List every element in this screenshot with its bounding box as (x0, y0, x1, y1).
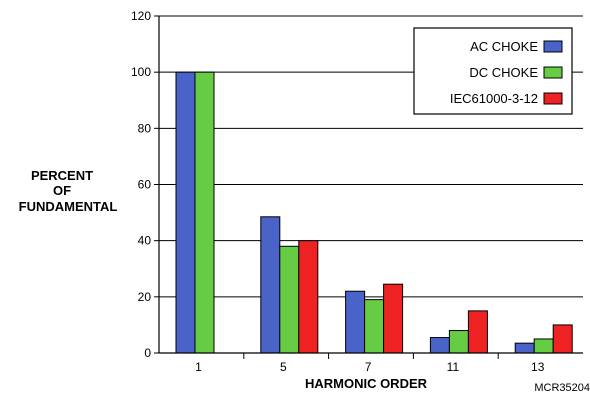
y-tick-label-0: 0 (144, 346, 151, 360)
y-axis-title: PERCENT OF FUNDAMENTAL (19, 168, 118, 214)
y-axis-title-line-1: PERCENT (31, 168, 93, 183)
bar-ac-choke-13 (514, 342, 535, 354)
bar-iec61000-3-12-7 (383, 283, 404, 354)
x-tick-label-5: 5 (280, 360, 287, 374)
x-tick-label-13: 13 (531, 360, 545, 374)
x-tick-label-7: 7 (365, 360, 372, 374)
y-tick-label-80: 80 (138, 121, 152, 135)
bar-ac-choke-1 (175, 71, 196, 354)
gridlines (159, 15, 583, 298)
axes (154, 15, 583, 359)
legend-swatch-ac-choke (543, 40, 563, 53)
legend-label-dc-choke: DC CHOKE (469, 65, 538, 80)
bar-ac-choke-11 (429, 337, 450, 354)
bar-ac-choke-7 (345, 290, 366, 354)
bar-iec61000-3-12-11 (467, 310, 488, 354)
bar-dc-choke-5 (279, 245, 300, 354)
y-tick-label-40: 40 (138, 234, 152, 248)
y-axis-title-line-2: OF (53, 183, 71, 198)
legend: AC CHOKE DC CHOKE IEC61000-3-12 (413, 27, 573, 115)
bar-iec61000-3-12-13 (552, 324, 573, 354)
y-axis-title-line-3: FUNDAMENTAL (19, 199, 118, 214)
bar-ac-choke-5 (260, 216, 281, 354)
y-tick-label-100: 100 (131, 65, 151, 79)
bar-dc-choke-13 (533, 338, 554, 354)
bar-iec61000-3-12-5 (298, 240, 319, 354)
bar-dc-choke-11 (448, 330, 469, 354)
x-axis-title: HARMONIC ORDER (305, 376, 428, 391)
y-tick-label-20: 20 (138, 290, 152, 304)
y-tick-label-60: 60 (138, 178, 152, 192)
y-tick-labels: 0 20 40 60 80 100 120 (131, 9, 151, 360)
x-tick-label-1: 1 (195, 360, 202, 374)
x-tick-label-11: 11 (447, 360, 460, 374)
legend-label-ac-choke: AC CHOKE (470, 39, 538, 54)
y-tick-label-120: 120 (131, 9, 151, 23)
bar-dc-choke-1 (194, 71, 215, 354)
legend-swatch-dc-choke (543, 66, 563, 79)
bars (175, 71, 573, 354)
figure-code: MCR35204 (534, 382, 590, 394)
x-tick-labels: 1 5 7 11 13 (195, 360, 545, 374)
legend-swatch-iec61000-3-12 (543, 92, 563, 105)
legend-label-iec61000-3-12: IEC61000-3-12 (450, 91, 538, 106)
bar-dc-choke-7 (364, 299, 385, 354)
